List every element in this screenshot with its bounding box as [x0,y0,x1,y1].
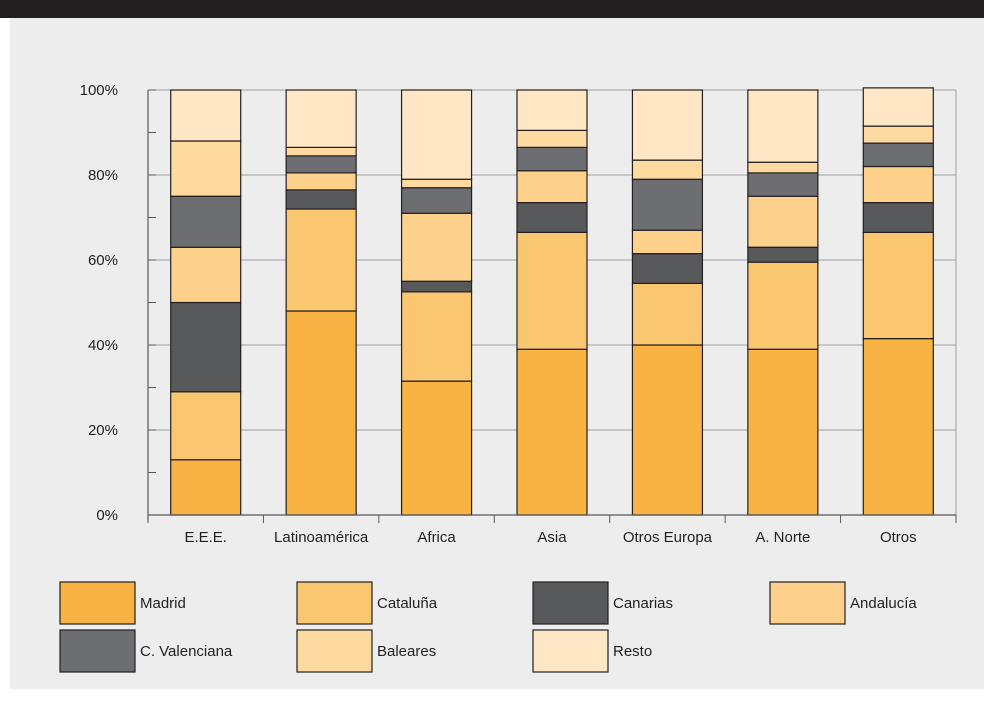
legend-swatch-c-valenciana [59,629,136,673]
bar-segment-c-valenciana [631,178,704,231]
bar-segment-canarias [285,189,357,210]
legend-swatch-resto [532,629,609,673]
bar-segment-c-valenciana [862,142,934,168]
legend-label-canarias: Canarias [613,595,673,612]
y-tick-labels: 0% 20% 40% 60% 80% 100% [80,82,118,524]
x-tick-label: A. Norte [755,529,810,546]
bar-segment-cataluna [170,391,242,461]
bar-segment-c-valenciana [400,187,473,214]
bar-segment-canarias [170,301,242,393]
y-tick-label: 60% [88,252,118,269]
bars [170,87,934,516]
bar-segment-baleares [862,125,934,144]
y-tick-label: 20% [88,422,118,439]
bar-segment-andalucia [400,212,473,282]
bar-segment-c-valenciana [747,172,819,197]
y-tick-label: 40% [88,337,118,354]
x-tick-labels: E.E.E. Latinoamérica Africa Asia Otros Europ… [184,529,916,546]
legend-swatch-canarias [532,581,609,625]
bar-segment-c-valenciana [516,146,588,172]
bar-segment-baleares [285,146,357,157]
bar-segment-baleares [516,129,588,148]
bar-segment-madrid [516,348,588,516]
bar-segment-cataluna [516,231,588,350]
bar-segment-c-valenciana [285,155,357,174]
bar-segment-madrid [400,380,473,516]
legend-label-resto: Resto [613,643,652,660]
y-tick-label: 80% [88,167,118,184]
bar-segment-baleares [400,178,473,189]
bar-segment-cataluna [862,231,934,340]
y-tick-label: 0% [96,507,118,524]
x-tick-label: Otros [880,529,917,546]
bar-segment-resto [170,89,242,142]
bar-segment-baleares [170,140,242,197]
legend-swatch-cataluna [296,581,373,625]
x-tick-label: Latinoamérica [274,529,369,546]
bar-segment-andalucia [285,172,357,191]
x-tick-label: Asia [537,529,567,546]
bar-segment-c-valenciana [170,195,242,248]
bar-segment-andalucia [170,246,242,304]
legend-label-baleares: Baleares [377,643,436,660]
legend-swatch-baleares [296,629,373,673]
bar-segment-cataluna [747,261,819,350]
bar-segment-resto [516,89,588,131]
legend-label-andalucia: Andalucía [850,595,917,612]
bar-segment-andalucia [747,195,819,248]
bar-segment-cataluna [631,282,704,346]
legend: Madrid Cataluña Canarias Andalucía C. Valenc… [59,581,917,673]
bar-segment-andalucia [631,229,704,255]
x-tick-label: Africa [417,529,456,546]
bar-segment-madrid [285,310,357,516]
bar-segment-madrid [862,338,934,516]
legend-swatch-madrid [59,581,136,625]
bar-segment-resto [631,89,704,161]
bar-segment-cataluna [285,208,357,312]
bar-segment-andalucia [516,170,588,204]
bar-segment-canarias [400,280,473,293]
bar-segment-resto [747,89,819,163]
axes [147,89,957,523]
bar-segment-baleares [631,159,704,180]
bar-segment-madrid [747,348,819,516]
bar-segment-canarias [747,246,819,263]
bar-segment-cataluna [400,291,473,382]
x-tick-label: E.E.E. [184,529,227,546]
bar-segment-baleares [747,161,819,174]
legend-label-c-valenciana: C. Valenciana [140,643,233,660]
chart-title-bar [0,0,984,18]
y-tick-label: 100% [80,82,118,99]
bar-segment-resto [862,87,934,127]
bar-segment-canarias [516,202,588,233]
legend-swatch-andalucia [769,581,846,625]
x-tick-label: Otros Europa [623,529,713,546]
bar-segment-madrid [170,459,242,516]
bar-segment-resto [400,89,473,180]
bar-segment-andalucia [862,165,934,204]
legend-label-cataluna: Cataluña [377,595,438,612]
bar-segment-canarias [862,202,934,233]
legend-label-madrid: Madrid [140,595,186,612]
bar-segment-madrid [631,344,704,516]
bar-segment-resto [285,89,357,148]
bar-segment-canarias [631,253,704,284]
